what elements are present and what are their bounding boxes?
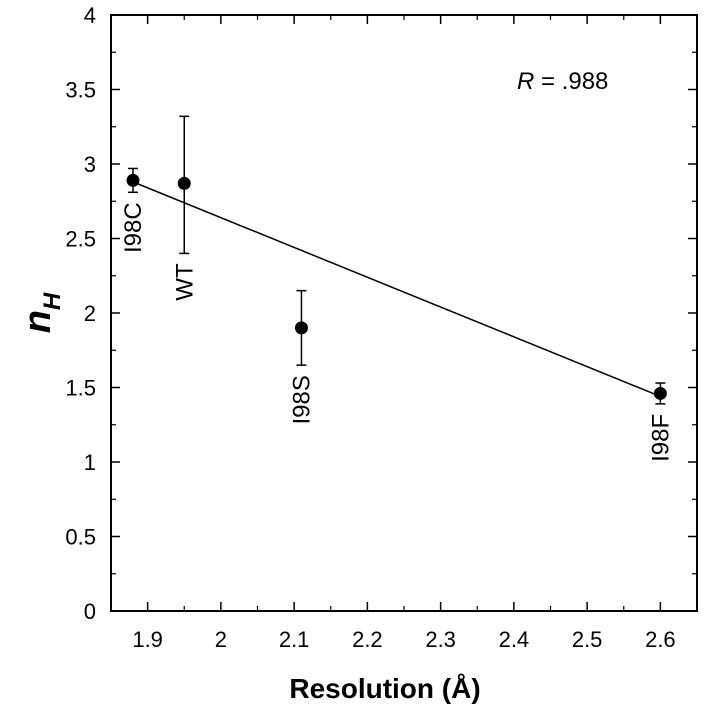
- point-marker: [177, 176, 191, 190]
- y-tick-label-4: 2: [84, 301, 96, 326]
- data-point-i98f: I98F: [647, 382, 674, 462]
- point-label: I98C: [120, 202, 147, 253]
- x-tick-label-7: 2.6: [645, 627, 676, 652]
- x-tick-label-5: 2.4: [499, 627, 530, 652]
- correlation-label: R: [517, 68, 534, 95]
- point-label: I98S: [288, 375, 315, 424]
- point-marker: [653, 386, 667, 400]
- plot-frame: [110, 14, 698, 612]
- x-tick-labels: 1.9 2 2.1 2.2 2.3 2.4 2.5 2.6: [132, 627, 675, 652]
- data-point-wt: WT: [171, 115, 198, 301]
- point-marker: [294, 321, 308, 335]
- y-axis-title-main: n: [17, 310, 59, 333]
- x-tick-label-6: 2.5: [572, 627, 603, 652]
- data-point-i98c: I98C: [120, 167, 147, 253]
- y-axis-title: nH: [17, 292, 66, 333]
- x-tick-label-1: 2: [215, 627, 227, 652]
- y-tick-label-0: 0: [84, 599, 96, 624]
- correlation-annotation: R = .988: [517, 68, 608, 95]
- data-point-i98s: I98S: [288, 289, 315, 425]
- axis-ticks: [110, 14, 698, 612]
- y-tick-label-2: 1: [84, 450, 96, 475]
- y-tick-label-1: 0.5: [65, 525, 96, 550]
- y-tick-label-7: 3.5: [65, 78, 96, 103]
- point-marker: [126, 173, 140, 187]
- correlation-value: = .988: [534, 68, 608, 95]
- data-points: I98C WT I98S I98F: [120, 115, 674, 462]
- x-tick-label-2: 2.1: [279, 627, 310, 652]
- x-tick-label-0: 1.9: [132, 627, 163, 652]
- x-tick-label-3: 2.2: [352, 627, 383, 652]
- y-tick-label-5: 2.5: [65, 227, 96, 252]
- y-tick-label-6: 3: [84, 152, 96, 177]
- point-label: WT: [171, 263, 198, 301]
- fit-line: [132, 181, 661, 398]
- y-tick-label-3: 1.5: [65, 376, 96, 401]
- point-label: I98F: [647, 414, 674, 462]
- y-tick-label-8: 4: [84, 3, 96, 28]
- x-axis-title: Resolution (Å): [289, 673, 480, 704]
- x-tick-label-4: 2.3: [425, 627, 456, 652]
- y-tick-labels: 0 0.5 1 1.5 2 2.5 3 3.5 4: [65, 3, 96, 624]
- y-axis-title-sub: H: [39, 292, 66, 310]
